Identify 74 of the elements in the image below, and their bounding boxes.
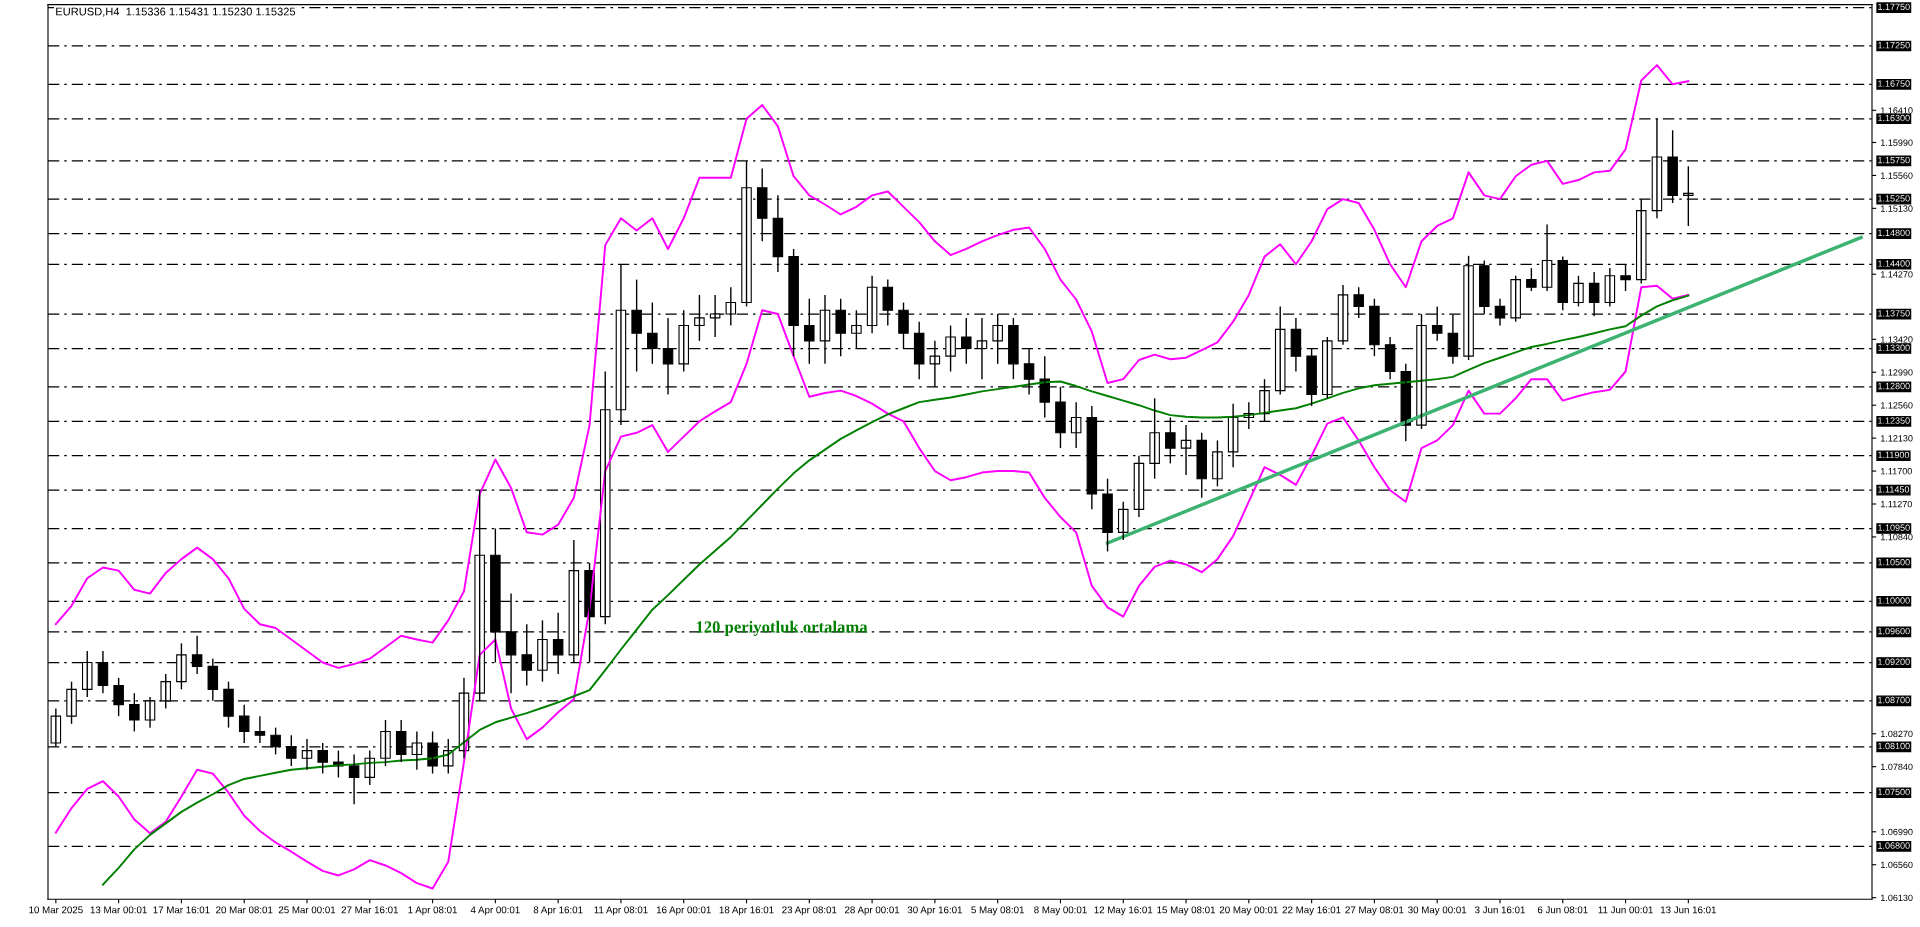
x-tick-label: 8 Apr 16:01 (533, 906, 583, 916)
ref-line-label: 1.13750 (1878, 310, 1910, 317)
y-tick-label: 1.12990 (1881, 369, 1913, 376)
x-tick-label: 4 Apr 00:01 (470, 906, 520, 916)
y-tick-label: 1.06560 (1881, 861, 1913, 869)
ref-line-label: 1.08700 (1878, 696, 1910, 704)
x-tick-label: 12 May 16:01 (1094, 906, 1153, 916)
x-tick-label: 10 Mar 2025 (29, 906, 83, 914)
x-tick-label: 17 Mar 16:01 (153, 906, 210, 914)
x-tick-label: 25 Mar 00:01 (278, 906, 336, 914)
x-tick-label: 11 Apr 08:01 (594, 906, 648, 916)
y-tick-label: 1.14270 (1881, 271, 1913, 278)
x-tick-label: 20 May 00:01 (1219, 906, 1278, 916)
ref-line-label: 1.15250 (1878, 195, 1910, 202)
ref-line-label: 1.12350 (1878, 417, 1910, 424)
ref-line-label: 1.13300 (1878, 344, 1910, 351)
x-tick-label: 6 Jun 08:01 (1537, 906, 1588, 914)
candlestick (1573, 275, 1584, 308)
x-tick-label: 20 Mar 08:01 (216, 906, 273, 914)
y-tick-label: 1.07840 (1881, 763, 1913, 771)
x-tick-label: 28 Apr 00:01 (845, 906, 900, 916)
ref-line-label: 1.10000 (1878, 597, 1910, 604)
x-tick-label: 11 Jun 00:01 (1598, 906, 1653, 914)
y-tick-label: 1.11700 (1881, 468, 1912, 475)
ref-line-label: 1.10500 (1878, 559, 1910, 566)
x-tick-label: 13 Mar 00:01 (90, 906, 147, 914)
ref-line-label: 1.14400 (1878, 260, 1910, 267)
y-tick-label: 1.15130 (1881, 205, 1913, 212)
ref-line-label: 1.08100 (1878, 742, 1910, 750)
candlestick (238, 703, 250, 744)
chart-title: EURUSD,H4 1.15336 1.15431 1.15230 1.15325 (56, 7, 296, 17)
ref-line-label: 1.09600 (1878, 627, 1910, 635)
x-tick-label: 1 Apr 08:01 (408, 906, 457, 916)
ref-line-label: 1.15750 (1878, 156, 1910, 164)
ref-line-label: 1.16750 (1878, 80, 1910, 87)
x-tick-label: 27 May 08:01 (1345, 906, 1404, 916)
candlestick (1526, 267, 1537, 292)
line-series (54, 64, 1690, 669)
y-tick-label: 1.11270 (1881, 500, 1912, 508)
x-tick-label: 23 Apr 08:01 (782, 906, 837, 916)
y-tick-label: 1.06130 (1881, 894, 1913, 902)
ref-line-label: 1.06800 (1878, 842, 1910, 849)
x-tick-label: 5 May 08:01 (971, 906, 1024, 916)
ref-line-label: 1.12800 (1878, 382, 1910, 390)
ref-line-label: 1.16300 (1878, 114, 1910, 122)
ref-line-label: 1.09200 (1878, 658, 1910, 665)
candlestick (286, 734, 297, 767)
y-tick-label: 1.10840 (1881, 533, 1913, 541)
ref-line-label: 1.11450 (1878, 486, 1910, 493)
x-tick-label: 13 Jun 16:01 (1660, 906, 1716, 914)
ref-line-label: 1.11900 (1878, 451, 1910, 459)
y-tick-label: 1.15990 (1881, 139, 1913, 146)
text: 120 periyotluk ortalama (696, 620, 868, 636)
y-tick-label: 1.12130 (1881, 435, 1913, 442)
x-tick-label: 27 Mar 16:01 (341, 906, 398, 914)
ref-line-label: 1.14800 (1878, 229, 1910, 237)
ref-line-label: 1.17750 (1878, 3, 1910, 11)
y-tick-label: 1.13420 (1881, 336, 1913, 343)
x-tick-label: 18 Apr 16:01 (719, 906, 774, 916)
y-tick-label: 1.15560 (1881, 172, 1913, 179)
x-tick-label: 22 May 16:01 (1282, 906, 1341, 916)
y-tick-label: 1.08270 (1881, 730, 1913, 738)
y-tick-label: 1.12560 (1881, 402, 1913, 409)
ref-line-label: 1.10950 (1878, 524, 1910, 531)
y-tick-label: 1.06990 (1881, 828, 1913, 836)
x-tick-label: 30 Apr 16:01 (907, 906, 962, 916)
x-tick-label: 8 May 00:01 (1034, 906, 1087, 916)
x-tick-label: 3 Jun 16:01 (1474, 906, 1525, 914)
ref-line-label: 1.17250 (1878, 42, 1910, 49)
x-tick-label: 16 Apr 00:01 (656, 906, 711, 916)
x-tick-label: 15 May 08:01 (1157, 906, 1216, 916)
ref-line-label: 1.07500 (1878, 788, 1910, 796)
x-tick-label: 30 May 00:01 (1408, 906, 1467, 916)
y-tick-label: 1.16410 (1881, 107, 1913, 114)
